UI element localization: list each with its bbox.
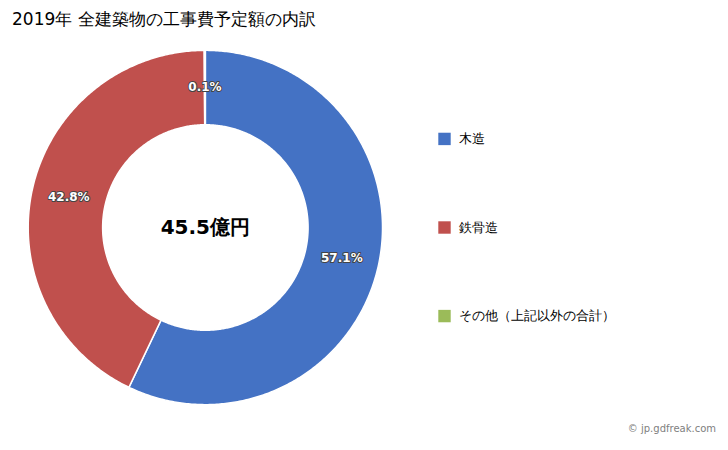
svg-text:その他（上記以外の合計）: その他（上記以外の合計） xyxy=(459,308,615,323)
html-text:2019年 全建築物の工事費予定額の内訳: 2019年 全建築物の工事費予定額の内訳 xyxy=(12,9,316,29)
svg-text:鉄骨造: 鉄骨造 xyxy=(459,220,498,235)
html-text:© jp.gdfreak.com: © jp.gdfreak.com xyxy=(627,423,716,434)
svg-text:0.1%: 0.1% xyxy=(188,80,221,94)
svg-text:42.8%: 42.8% xyxy=(48,190,90,204)
svg-text:57.1%: 57.1% xyxy=(321,251,363,265)
svg-text:45.5億円: 45.5億円 xyxy=(161,215,250,239)
svg-text:木造: 木造 xyxy=(459,131,485,146)
